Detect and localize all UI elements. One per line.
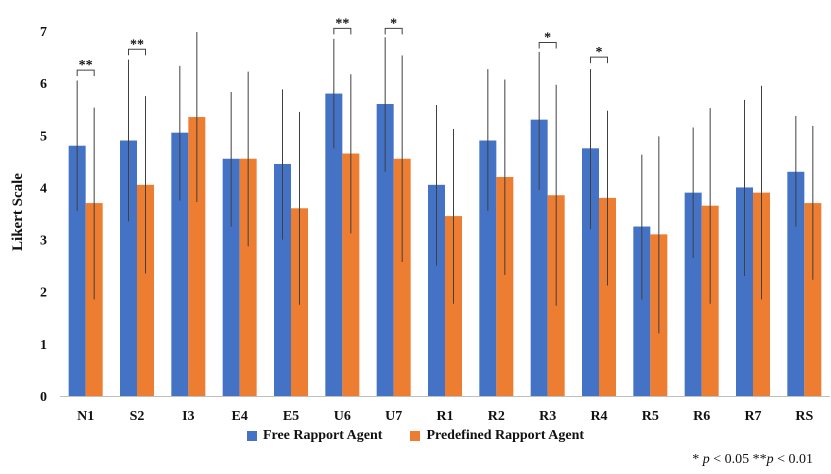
bar-predefined-U6 (342, 153, 360, 396)
x-tick-label-N1: N1 (77, 409, 94, 424)
x-tick-label-R7: R7 (744, 409, 761, 424)
bar-free-E4 (222, 158, 240, 396)
bar-free-R1 (428, 184, 445, 396)
significance-bracket-U6 (333, 27, 352, 35)
bar-predefined-R2 (496, 177, 514, 396)
bar-free-I3 (171, 132, 189, 396)
x-tick-label-RS: RS (795, 409, 813, 424)
bar-free-R7 (736, 187, 753, 396)
x-tick-label-R1: R1 (436, 409, 453, 424)
bar-free-R4 (582, 148, 599, 396)
x-tick-label-R5: R5 (642, 409, 659, 424)
footnote-rule-1: < 0.05 ** (709, 452, 767, 467)
y-tick-label: 6 (40, 77, 47, 92)
significance-label-U6: ** (335, 16, 349, 31)
y-tick-label: 5 (40, 129, 47, 144)
significance-bracket-R3 (538, 41, 557, 49)
legend-label-free: Free Rapport Agent (262, 428, 383, 443)
significance-bracket-N1 (76, 69, 95, 77)
footnote-rule-2: < 0.01 (773, 452, 813, 467)
x-tick-label-R4: R4 (590, 409, 607, 424)
x-tick-label-I3: I3 (182, 409, 194, 424)
footnote-p1: p (702, 452, 710, 467)
bar-predefined-RS (804, 203, 822, 396)
bar-predefined-S2 (137, 184, 154, 396)
significance-markers: ****** *** (76, 16, 608, 77)
legend-label-predefined: Predefined Rapport Agent (426, 428, 585, 443)
significance-label-R3: * (544, 30, 551, 45)
bar-free-U7 (376, 104, 394, 396)
significance-label-U7: * (390, 16, 397, 31)
bar-free-N1 (68, 145, 86, 396)
x-tick-label-R3: R3 (539, 409, 556, 424)
bar-free-RS (787, 171, 805, 396)
bar-free-R6 (684, 192, 702, 396)
y-tick-label: 0 (40, 390, 47, 405)
bars (68, 93, 822, 397)
x-tick-label-E5: E5 (283, 409, 299, 424)
legend: Free Rapport Agent Predefined Rapport Ag… (0, 428, 831, 444)
y-tick-label: 2 (40, 286, 47, 301)
x-tick-label-R2: R2 (488, 409, 505, 424)
y-axis-label: Likert Scale (10, 173, 26, 251)
x-tick-label-R6: R6 (693, 409, 710, 424)
bar-predefined-R4 (599, 197, 616, 396)
bar-predefined-U7 (393, 158, 411, 396)
bar-free-E5 (274, 163, 291, 396)
x-tick-label-E4: E4 (231, 409, 247, 424)
x-tick-label-U7: U7 (385, 409, 402, 424)
y-tick-label: 4 (40, 181, 47, 196)
x-tick-label-U6: U6 (334, 409, 351, 424)
y-axis: 0 1 2 3 4 5 6 7 (40, 25, 830, 405)
y-tick-label: 3 (40, 234, 47, 249)
bar-free-R5 (633, 226, 651, 396)
significance-bracket-R4 (590, 56, 608, 64)
significance-bracket-S2 (128, 48, 146, 56)
bar-free-R2 (479, 140, 497, 396)
bar-predefined-I3 (188, 117, 206, 397)
significance-label-R4: * (596, 45, 603, 60)
significance-footnote: * p < 0.05 **p < 0.01 (692, 452, 813, 468)
legend-item-predefined: Predefined Rapport Agent (410, 428, 584, 444)
footnote-p2: p (766, 452, 774, 467)
legend-swatch-predefined (410, 431, 421, 441)
bar-free-R3 (530, 119, 548, 397)
error-bars (76, 32, 814, 334)
bar-free-S2 (120, 140, 137, 396)
bar-predefined-R1 (445, 216, 462, 396)
x-axis: N1 S2 I3 E4 E5 U6 U7 R1 R2 R3 R4 R5 R6 R7 RS (77, 409, 813, 424)
significance-bracket-U7 (384, 27, 403, 35)
footnote-star: * (692, 452, 703, 467)
y-tick-label: 7 (40, 25, 47, 40)
legend-swatch-free (246, 431, 257, 441)
bar-free-U6 (325, 93, 343, 397)
x-tick-label-S2: S2 (130, 409, 145, 424)
bar-predefined-E4 (239, 158, 257, 396)
y-tick-label: 1 (40, 338, 47, 353)
significance-label-N1: ** (79, 58, 93, 73)
legend-item-free: Free Rapport Agent (246, 428, 383, 444)
significance-label-S2: ** (130, 37, 144, 52)
